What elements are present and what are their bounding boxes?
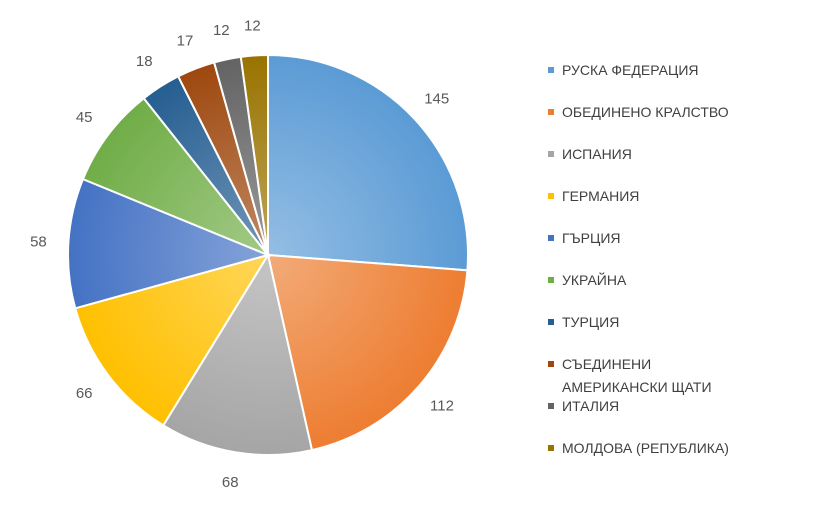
pie-slice — [161, 252, 314, 456]
legend-swatch — [548, 151, 554, 157]
legend-label: СЪЕДИНЕНИ АМЕРИКАНСКИ ЩАТИ — [562, 356, 712, 395]
data-label: 112 — [430, 397, 454, 414]
legend-label: РУСКА ФЕДЕРАЦИЯ — [562, 62, 699, 78]
legend-swatch — [548, 361, 554, 367]
legend-label: ИСПАНИЯ — [562, 146, 632, 162]
data-label: 12 — [244, 18, 261, 35]
pie-slice — [67, 177, 272, 310]
data-label: 45 — [76, 109, 93, 126]
data-label: 68 — [222, 474, 239, 491]
legend-swatch — [548, 319, 554, 325]
legend-swatch — [548, 403, 554, 409]
legend-swatch — [548, 67, 554, 73]
legend-swatch — [548, 193, 554, 199]
legend-swatch — [548, 277, 554, 283]
legend-label: ГЪРЦИЯ — [562, 230, 621, 246]
data-label: 17 — [177, 33, 194, 50]
chart-legend: РУСКА ФЕДЕРАЦИЯ ОБЕДИНЕНО КРАЛСТВО ИСПАНИЯ… — [548, 62, 729, 456]
pie-slice — [239, 53, 269, 256]
pie-slice — [81, 96, 272, 258]
data-label: 12 — [213, 22, 230, 39]
data-label: 58 — [30, 233, 47, 250]
data-label: 66 — [76, 385, 93, 402]
pie-slice — [267, 53, 469, 272]
data-label: 145 — [424, 91, 449, 108]
data-label: 18 — [136, 53, 153, 70]
legend-label: ИТАЛИЯ — [562, 398, 619, 414]
legend-label: МОЛДОВА (РЕПУБЛИКА) — [562, 440, 729, 456]
pie-slices — [67, 53, 469, 456]
pie-slice — [266, 253, 469, 452]
legend-label: ОБЕДИНЕНО КРАЛСТВО — [562, 104, 729, 120]
legend-swatch — [548, 235, 554, 241]
pie-data-labels: 145 112 68 66 58 45 18 17 12 12 — [30, 18, 454, 491]
legend-label: УКРАЙНА — [562, 271, 627, 288]
legend-label: ТУРЦИЯ — [562, 314, 619, 330]
legend-swatch — [548, 445, 554, 451]
legend-label: ГЕРМАНИЯ — [562, 188, 639, 204]
legend-swatch — [548, 109, 554, 115]
pie-slice — [74, 253, 271, 427]
